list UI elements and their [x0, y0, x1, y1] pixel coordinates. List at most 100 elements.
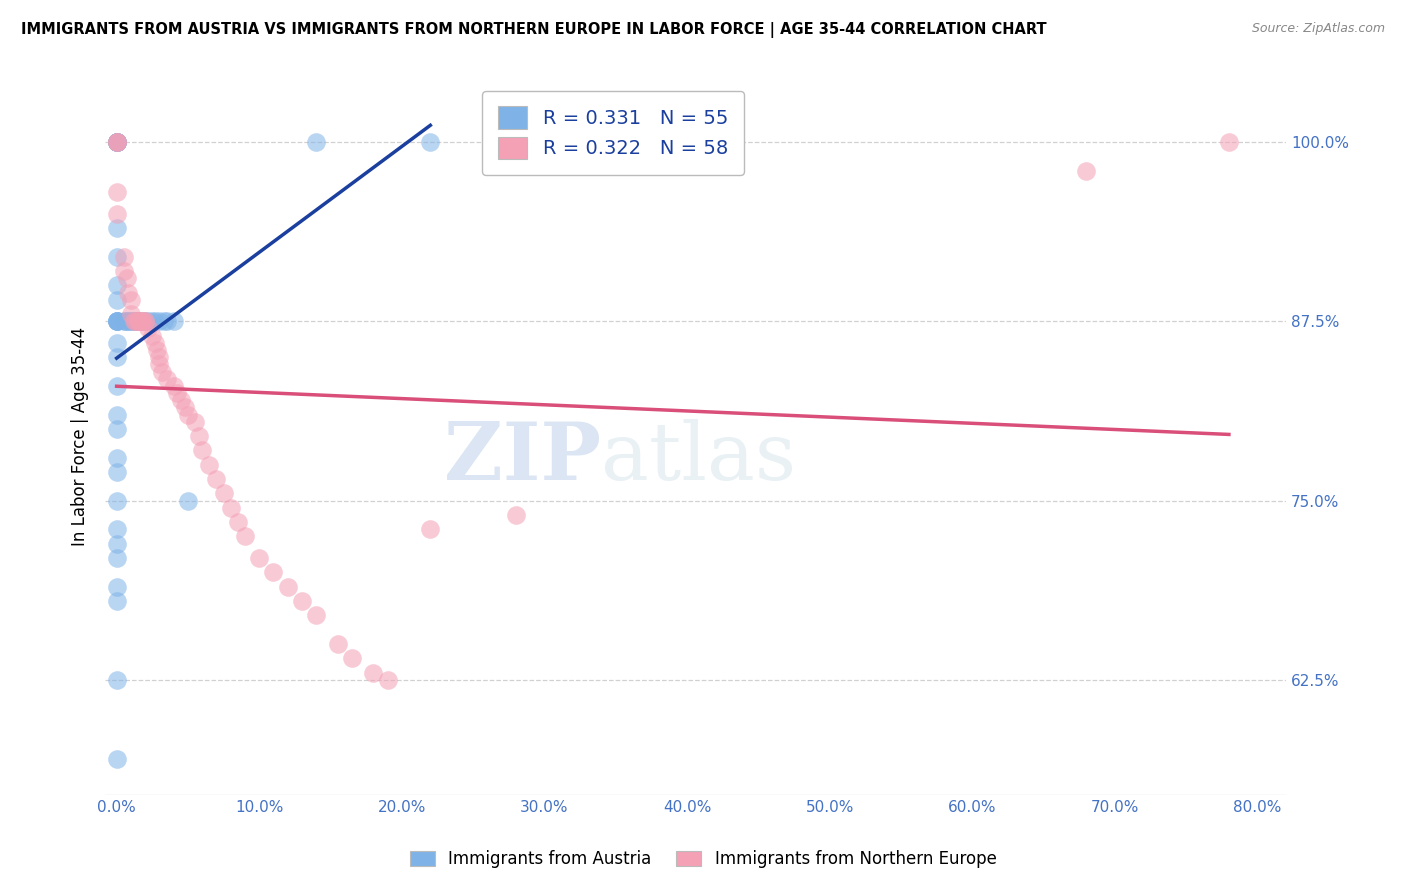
Point: [120, 307, 142, 321]
Point: [136, 321, 159, 335]
Point: [105, 250, 128, 264]
Point: [105, 350, 128, 364]
Point: [148, 314, 170, 328]
Point: [163, 379, 186, 393]
Point: [105, 135, 128, 149]
Point: [105, 135, 128, 149]
Point: [145, 343, 167, 357]
Point: [263, 566, 285, 580]
Point: [143, 314, 166, 328]
Point: [170, 393, 193, 408]
Point: [184, 415, 207, 429]
Point: [105, 293, 128, 307]
Point: [131, 314, 153, 328]
Point: [124, 314, 146, 328]
Point: [105, 314, 128, 328]
Point: [105, 221, 128, 235]
Text: atlas: atlas: [602, 418, 796, 497]
Legend: R = 0.331   N = 55, R = 0.322   N = 58: R = 0.331 N = 55, R = 0.322 N = 58: [482, 91, 744, 175]
Point: [247, 551, 270, 566]
Point: [105, 752, 128, 766]
Point: [105, 450, 128, 465]
Point: [105, 465, 128, 479]
Point: [105, 135, 128, 149]
Point: [127, 314, 149, 328]
Point: [150, 364, 173, 378]
Point: [174, 401, 197, 415]
Point: [205, 472, 228, 486]
Point: [198, 458, 221, 472]
Point: [105, 314, 128, 328]
Point: [105, 536, 128, 550]
Point: [233, 529, 256, 543]
Point: [122, 314, 145, 328]
Text: Source: ZipAtlas.com: Source: ZipAtlas.com: [1251, 22, 1385, 36]
Point: [136, 314, 159, 328]
Point: [105, 594, 128, 608]
Point: [305, 608, 328, 623]
Point: [505, 508, 527, 522]
Point: [363, 665, 385, 680]
Point: [112, 250, 135, 264]
Point: [105, 135, 128, 149]
Point: [291, 594, 314, 608]
Point: [177, 408, 200, 422]
Point: [105, 135, 128, 149]
Point: [148, 350, 170, 364]
Point: [141, 328, 163, 343]
Point: [143, 335, 166, 350]
Point: [105, 135, 128, 149]
Point: [120, 314, 142, 328]
Point: [127, 314, 149, 328]
Point: [105, 135, 128, 149]
Point: [131, 314, 153, 328]
Point: [105, 207, 128, 221]
Point: [219, 500, 242, 515]
Y-axis label: In Labor Force | Age 35-44: In Labor Force | Age 35-44: [72, 326, 89, 546]
Point: [127, 314, 149, 328]
Point: [117, 314, 139, 328]
Point: [127, 314, 149, 328]
Point: [105, 551, 128, 566]
Point: [105, 135, 128, 149]
Point: [105, 379, 128, 393]
Point: [105, 422, 128, 436]
Point: [134, 314, 156, 328]
Point: [1218, 135, 1240, 149]
Point: [141, 314, 163, 328]
Point: [105, 278, 128, 293]
Point: [155, 372, 177, 386]
Point: [120, 293, 142, 307]
Point: [105, 135, 128, 149]
Point: [105, 335, 128, 350]
Point: [131, 314, 153, 328]
Point: [128, 314, 150, 328]
Point: [1076, 163, 1098, 178]
Point: [112, 314, 135, 328]
Text: IMMIGRANTS FROM AUSTRIA VS IMMIGRANTS FROM NORTHERN EUROPE IN LABOR FORCE | AGE : IMMIGRANTS FROM AUSTRIA VS IMMIGRANTS FR…: [21, 22, 1046, 38]
Legend: Immigrants from Austria, Immigrants from Northern Europe: Immigrants from Austria, Immigrants from…: [404, 844, 1002, 875]
Point: [105, 185, 128, 199]
Point: [105, 135, 128, 149]
Point: [188, 429, 211, 443]
Point: [177, 493, 200, 508]
Text: ZIP: ZIP: [444, 418, 602, 497]
Point: [377, 673, 399, 687]
Point: [419, 135, 441, 149]
Point: [340, 651, 363, 665]
Point: [134, 314, 156, 328]
Point: [105, 522, 128, 536]
Point: [305, 135, 328, 149]
Point: [134, 314, 156, 328]
Point: [120, 314, 142, 328]
Point: [191, 443, 214, 458]
Point: [152, 314, 174, 328]
Point: [277, 580, 299, 594]
Point: [226, 515, 249, 529]
Point: [155, 314, 177, 328]
Point: [105, 314, 128, 328]
Point: [122, 314, 145, 328]
Point: [105, 314, 128, 328]
Point: [148, 357, 170, 371]
Point: [112, 264, 135, 278]
